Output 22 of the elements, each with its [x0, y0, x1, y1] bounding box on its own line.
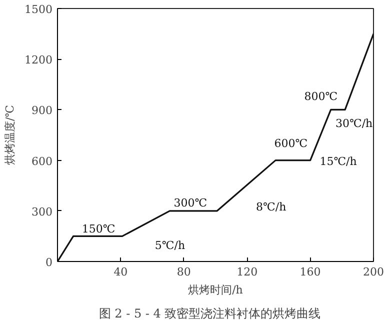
annotation: 800℃ [304, 90, 338, 104]
x-tick-label: 200 [363, 266, 384, 278]
annotation: 300℃ [174, 196, 208, 210]
x-tick-label: 160 [300, 266, 321, 278]
annotation: 5℃/h [154, 239, 186, 252]
y-tick-label: 1500 [24, 3, 53, 16]
y-tick-label: 0 [46, 256, 52, 269]
x-tick-label: 40 [114, 266, 128, 278]
x-tick-label: 120 [236, 266, 258, 278]
y-tick-label: 300 [32, 205, 53, 218]
y-axis-title: 烘烤温度/℃ [4, 104, 17, 166]
y-tick-label: 1200 [24, 54, 53, 67]
annotation: 150℃ [82, 222, 116, 236]
annotation: 8℃/h [256, 200, 286, 214]
x-tick-label: 80 [176, 266, 191, 278]
x-axis-title: 烘烤时间/h [188, 284, 243, 296]
annotation: 600℃ [274, 136, 308, 150]
annotation: 15℃/h [320, 154, 357, 168]
y-tick-label: 600 [32, 154, 53, 168]
annotation: 30℃/h [336, 117, 373, 130]
caption: 图 2 - 5 - 4 致密型浇注料衬体的烘烤曲线 [98, 306, 321, 320]
y-tick-label: 900 [32, 104, 53, 118]
